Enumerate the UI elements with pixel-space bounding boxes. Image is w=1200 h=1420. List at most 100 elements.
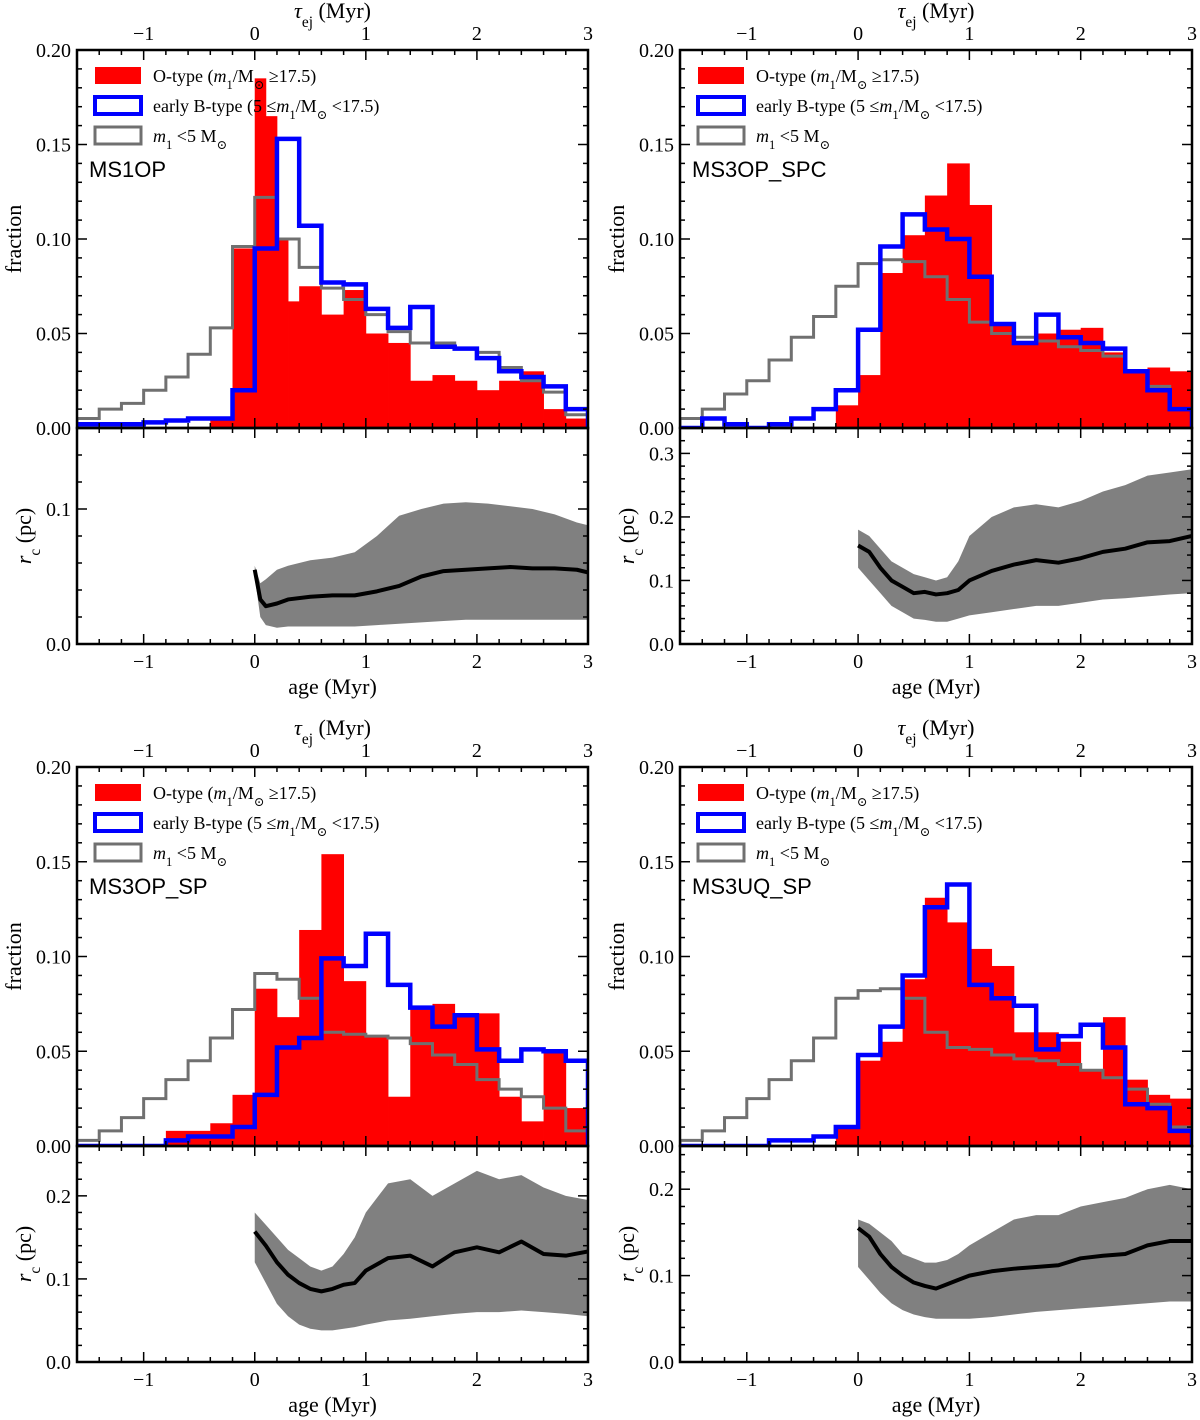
o-type-bar	[476, 390, 500, 428]
model-label: MS3OP_SP	[89, 874, 208, 899]
legend-label-early-b: early B-type (5 ≤m1/M⊙ <17.5)	[153, 813, 379, 839]
rc-y-tick-label: 0.0	[649, 634, 674, 656]
legend-label-low-mass: m1 <5 M⊙	[153, 126, 227, 152]
o-type-bar	[343, 290, 367, 428]
rc-y-axis-label: rc (pc)	[11, 508, 44, 564]
top-x-tick-label: 0	[853, 740, 863, 762]
rc-y-tick-label: 0.1	[46, 1269, 71, 1291]
top-x-tick-label: −1	[736, 740, 757, 762]
bottom-x-tick-label: 1	[964, 651, 974, 673]
rc-spread-band	[858, 469, 1192, 622]
low-mass-step-line	[680, 258, 1192, 428]
o-type-bar	[902, 979, 926, 1146]
o-type-bar	[565, 1108, 588, 1146]
o-type-bar	[343, 981, 367, 1146]
bottom-x-tick-label: 0	[853, 651, 863, 673]
bottom-x-tick-label: 3	[583, 1369, 593, 1391]
rc-median-line	[856, 1226, 1192, 1291]
o-type-bar	[454, 380, 478, 428]
o-type-bar	[1147, 1094, 1171, 1146]
rc-y-axis-label: rc (pc)	[614, 1226, 647, 1282]
top-x-tick-label: 0	[250, 740, 260, 762]
y-tick-label: 0.00	[36, 1136, 71, 1158]
top-x-tick-label: −1	[736, 23, 757, 45]
y-tick-label: 0.10	[639, 229, 674, 251]
o-type-bar	[858, 375, 881, 428]
low-mass-step-line	[680, 987, 1192, 1146]
bottom-x-tick-label: 1	[361, 651, 371, 673]
bottom-x-tick-label: −1	[736, 651, 757, 673]
y-axis-label: fraction	[1, 922, 26, 990]
y-tick-label: 0.15	[639, 135, 674, 157]
y-tick-label: 0.20	[36, 757, 71, 779]
o-type-bar	[991, 324, 1015, 428]
y-tick-label: 0.20	[36, 40, 71, 62]
top-x-tick-label: 1	[361, 740, 371, 762]
o-type-bar	[947, 163, 970, 428]
o-type-bar	[880, 1041, 904, 1146]
o-type-bar	[1058, 1041, 1082, 1146]
rc-y-tick-label: 0.3	[649, 443, 674, 465]
top-x-tick-label: 1	[361, 23, 371, 45]
rc-y-tick-label: 0.1	[649, 1266, 674, 1288]
top-x-tick-label: 0	[250, 23, 260, 45]
o-type-bar	[902, 235, 926, 428]
legend-label-low-mass: m1 <5 M⊙	[756, 126, 830, 152]
bottom-x-tick-label: 0	[250, 651, 260, 673]
o-type-bar	[1147, 367, 1171, 428]
o-type-bar	[410, 1007, 433, 1146]
bottom-x-tick-label: 0	[250, 1369, 260, 1391]
o-type-bar	[924, 195, 948, 428]
bottom-x-tick-label: 1	[361, 1369, 371, 1391]
rc-median-line	[252, 565, 588, 609]
o-type-bar	[365, 333, 389, 428]
top-x-axis-label: τej (Myr)	[294, 0, 371, 31]
rc-area	[856, 1184, 1192, 1319]
o-type-bar	[254, 988, 278, 1146]
o-type-bar	[321, 314, 345, 428]
y-tick-label: 0.20	[639, 40, 674, 62]
legend-swatch-low-mass	[696, 842, 746, 863]
top-x-tick-label: −1	[133, 23, 154, 45]
legend-label-low-mass: m1 <5 M⊙	[153, 843, 227, 869]
o-type-bar	[1125, 1079, 1148, 1146]
o-type-bar	[969, 204, 993, 428]
o-type-bar	[543, 1051, 567, 1146]
rc-y-tick-label: 0.2	[649, 507, 674, 529]
panel-ms3uq-sp: −1 −1 0 0 1 1 2 2 3 3 0.00 0.05 0.10 0.15 0.20 0.0 0.1 0.…	[604, 715, 1197, 1417]
top-x-tick-label: 2	[1076, 740, 1086, 762]
rc-y-axis-label: rc (pc)	[11, 1226, 44, 1282]
o-type-bar	[265, 116, 278, 428]
rc-y-tick-label: 0.0	[649, 1352, 674, 1374]
bottom-x-tick-label: 2	[472, 1369, 482, 1391]
histogram-area	[680, 882, 1192, 1146]
o-type-bar	[288, 301, 300, 428]
rc-y-tick-label: 0.1	[46, 499, 71, 521]
o-type-bar	[321, 854, 345, 1146]
x-axis-label: age (Myr)	[288, 674, 377, 699]
legend-swatch-o-type	[698, 784, 744, 801]
rc-spread-band	[254, 502, 588, 628]
o-type-bar	[1125, 371, 1148, 428]
o-type-bar	[1102, 1017, 1126, 1146]
x-axis-label: age (Myr)	[892, 674, 981, 699]
low-mass-step-line	[77, 195, 588, 428]
rc-spread-band	[858, 1184, 1192, 1319]
y-tick-label: 0.00	[36, 418, 71, 440]
y-tick-label: 0.00	[639, 418, 674, 440]
top-x-tick-label: 3	[1187, 740, 1197, 762]
o-type-bar	[499, 1096, 522, 1146]
x-axis-label: age (Myr)	[892, 1392, 981, 1417]
o-type-bar	[232, 248, 256, 428]
bottom-axes-frame	[678, 426, 1194, 646]
o-type-bar	[1013, 342, 1037, 428]
top-x-tick-label: −1	[133, 740, 154, 762]
y-tick-label: 0.00	[639, 1136, 674, 1158]
legend-swatch-o-type	[95, 67, 141, 84]
legend-label-o-type: O-type (m1/M⊙ ≥17.5)	[756, 66, 919, 92]
legend-swatch-early-b	[93, 812, 143, 833]
rc-y-tick-label: 0.1	[649, 570, 674, 592]
o-type-bar	[835, 1127, 859, 1146]
legend-swatch-early-b	[696, 812, 746, 833]
bottom-x-tick-label: 3	[1187, 1369, 1197, 1391]
